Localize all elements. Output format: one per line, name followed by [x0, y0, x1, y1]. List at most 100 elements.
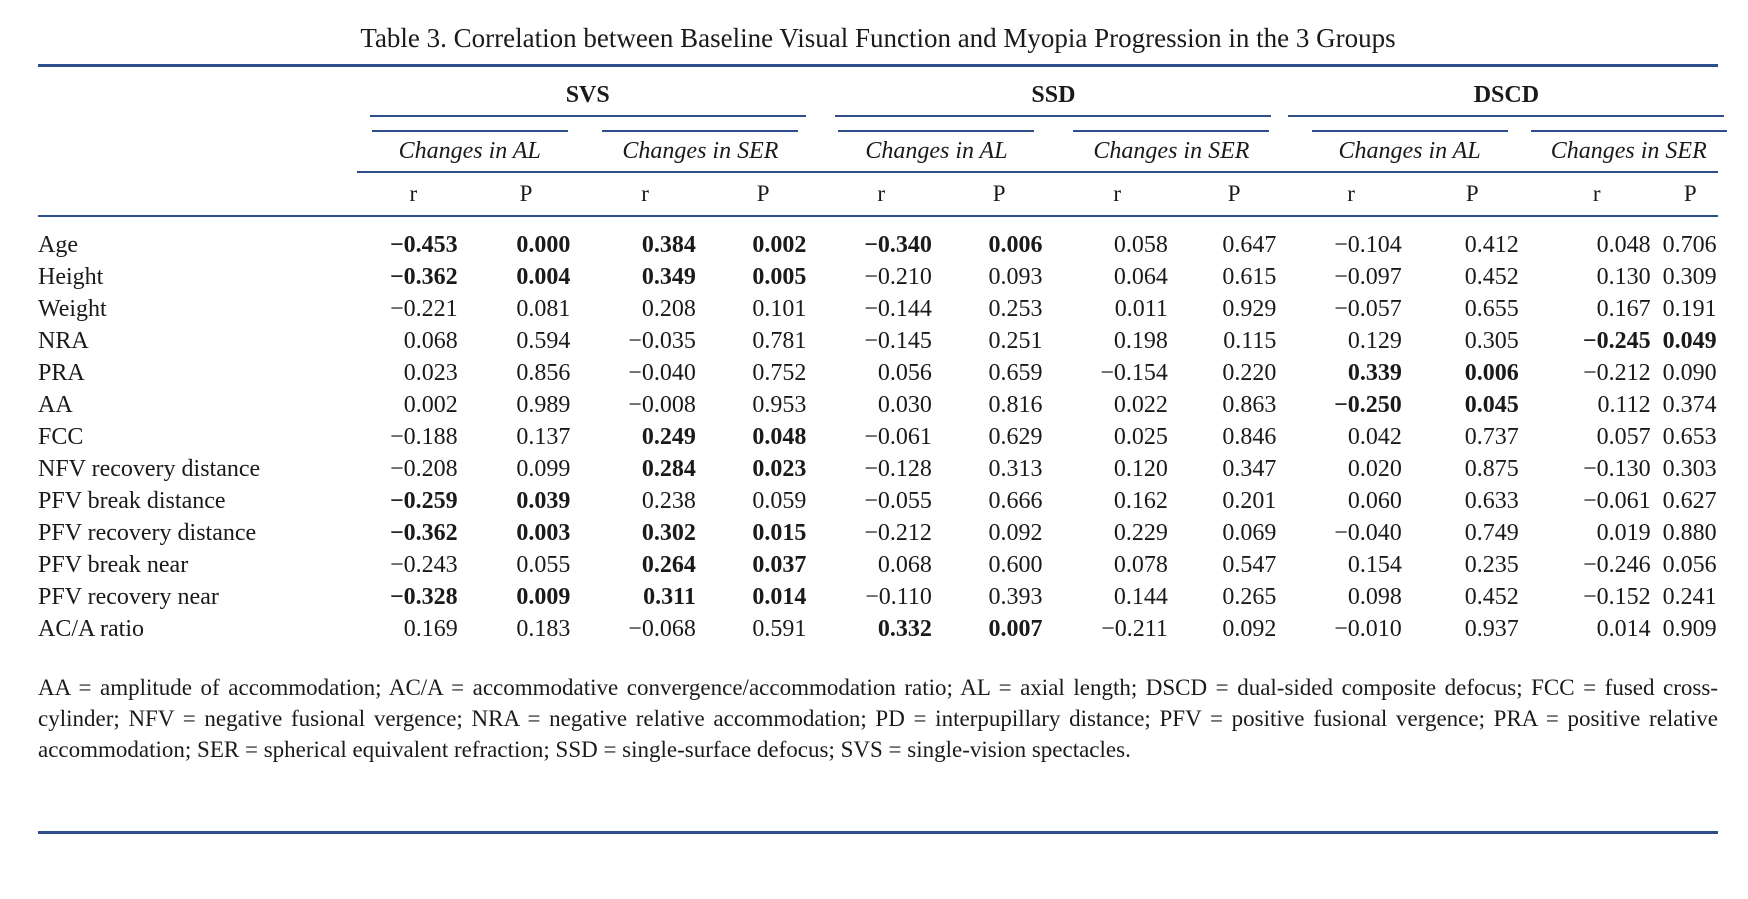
table-body: Age −0.453 0.000 0.384 0.002 −0.340 0.006 0.058… [38, 216, 1718, 645]
p-value-cell: 0.037 [752, 552, 807, 578]
r-value-cell: −0.104 [1334, 232, 1402, 258]
r-value-cell: 0.169 [403, 616, 458, 642]
p-value-cell: 0.909 [1662, 616, 1717, 642]
row-label: PFV recovery near [38, 584, 219, 610]
p-value-cell: 0.313 [988, 456, 1043, 482]
table-row: PFV recovery near −0.328 0.009 0.311 0.014 −0… [38, 581, 1718, 613]
r-header: r [582, 171, 708, 217]
r-value-cell: 0.120 [1113, 456, 1168, 482]
r-value-cell: 0.130 [1596, 264, 1651, 290]
r-value-cell: 0.284 [641, 456, 696, 482]
r-value-cell: −0.250 [1334, 392, 1402, 418]
p-value-cell: 0.235 [1464, 552, 1519, 578]
r-value-cell: −0.154 [1100, 360, 1168, 386]
p-value-cell: 0.659 [988, 360, 1043, 386]
p-value-cell: 0.706 [1662, 232, 1717, 258]
r-value-cell: 0.014 [1596, 616, 1651, 642]
p-header: P [1413, 171, 1531, 217]
p-value-cell: 0.629 [988, 424, 1043, 450]
table-row: Height −0.362 0.004 0.349 0.005 −0.210 0.093 0.… [38, 261, 1718, 293]
r-value-cell: 0.264 [641, 552, 696, 578]
p-value-cell: 0.006 [1464, 360, 1519, 386]
r-value-cell: 0.058 [1113, 232, 1168, 258]
p-value-cell: 0.101 [752, 296, 807, 322]
r-value-cell: 0.144 [1113, 584, 1168, 610]
table-title: Table 3. Correlation between Baseline Vi… [360, 23, 1396, 53]
p-value-cell: 0.045 [1464, 392, 1519, 418]
p-value-cell: 0.737 [1464, 424, 1519, 450]
p-value-cell: 0.006 [988, 232, 1043, 258]
r-value-cell: 0.068 [877, 552, 932, 578]
p-value-cell: 0.000 [516, 232, 571, 258]
r-value-cell: −0.340 [864, 232, 932, 258]
row-label: PFV break distance [38, 488, 226, 514]
r-value-cell: 0.349 [641, 264, 696, 290]
r-value-cell: −0.246 [1583, 552, 1651, 578]
group-header: SVS [357, 67, 818, 121]
table-row: Age −0.453 0.000 0.384 0.002 −0.340 0.006 0.058… [38, 216, 1718, 261]
p-header: P [943, 171, 1055, 217]
r-value-cell: −0.152 [1583, 584, 1651, 610]
p-value-cell: 0.069 [1222, 520, 1277, 546]
r-value-cell: 0.019 [1596, 520, 1651, 546]
p-value-cell: 0.081 [516, 296, 571, 322]
p-value-cell: 0.007 [988, 616, 1043, 642]
bottom-rule [38, 831, 1718, 834]
r-value-cell: 0.198 [1113, 328, 1168, 354]
p-value-cell: 0.039 [516, 488, 571, 514]
r-value-cell: −0.144 [864, 296, 932, 322]
r-value-cell: −0.212 [1583, 360, 1651, 386]
p-value-cell: 0.090 [1662, 360, 1717, 386]
p-value-cell: 0.393 [988, 584, 1043, 610]
p-value-cell: 0.412 [1464, 232, 1519, 258]
subheader: Changes in SER [1054, 121, 1288, 172]
table-row: AC/A ratio 0.169 0.183 −0.068 0.591 0.332 0.00… [38, 613, 1718, 645]
p-value-cell: 0.633 [1464, 488, 1519, 514]
r-value-cell: 0.064 [1113, 264, 1168, 290]
p-value-cell: 0.937 [1464, 616, 1519, 642]
row-label: PFV break near [38, 552, 189, 578]
p-header: P [1662, 171, 1718, 217]
r-value-cell: 0.229 [1113, 520, 1168, 546]
subheader-row: Changes in AL Changes in SER Changes in … [38, 121, 1727, 172]
p-value-cell: 0.749 [1464, 520, 1519, 546]
p-value-cell: 0.880 [1662, 520, 1717, 546]
r-value-cell: 0.057 [1596, 424, 1651, 450]
p-value-cell: 0.049 [1662, 328, 1717, 354]
r-value-cell: −0.453 [390, 232, 458, 258]
r-value-cell: 0.249 [641, 424, 696, 450]
p-value-cell: 0.875 [1464, 456, 1519, 482]
r-value-cell: −0.057 [1334, 296, 1402, 322]
row-label: PRA [38, 360, 85, 386]
r-value-cell: −0.035 [628, 328, 696, 354]
r-value-cell: 0.339 [1347, 360, 1402, 386]
p-value-cell: 0.953 [752, 392, 807, 418]
p-value-cell: 0.547 [1222, 552, 1277, 578]
r-value-cell: 0.208 [641, 296, 696, 322]
r-value-cell: −0.208 [390, 456, 458, 482]
p-value-cell: 0.055 [516, 552, 571, 578]
subheader: Changes in SER [1530, 121, 1727, 172]
r-value-cell: −0.008 [628, 392, 696, 418]
r-value-cell: −0.221 [390, 296, 458, 322]
table-row: PFV break distance −0.259 0.039 0.238 0.059 −… [38, 485, 1718, 517]
row-label: FCC [38, 424, 84, 450]
r-value-cell: 0.030 [877, 392, 932, 418]
row-label: NFV recovery distance [38, 456, 261, 482]
p-value-cell: 0.594 [516, 328, 571, 354]
r-header: r [818, 171, 944, 217]
p-value-cell: 0.004 [516, 264, 571, 290]
r-value-cell: −0.040 [628, 360, 696, 386]
r-value-cell: 0.112 [1597, 392, 1651, 418]
correlation-table: SVS SSD DSCD Changes in AL Changes in SE… [38, 67, 1727, 645]
r-value-cell: −0.061 [864, 424, 932, 450]
p-value-cell: 0.846 [1222, 424, 1277, 450]
r-value-cell: −0.210 [864, 264, 932, 290]
r-value-cell: −0.362 [390, 520, 458, 546]
subheader: Changes in AL [818, 121, 1054, 172]
r-value-cell: −0.362 [390, 264, 458, 290]
p-header: P [469, 171, 583, 217]
p-value-cell: 0.183 [516, 616, 571, 642]
p-header: P [1179, 171, 1289, 217]
subheader: Changes in SER [582, 121, 818, 172]
